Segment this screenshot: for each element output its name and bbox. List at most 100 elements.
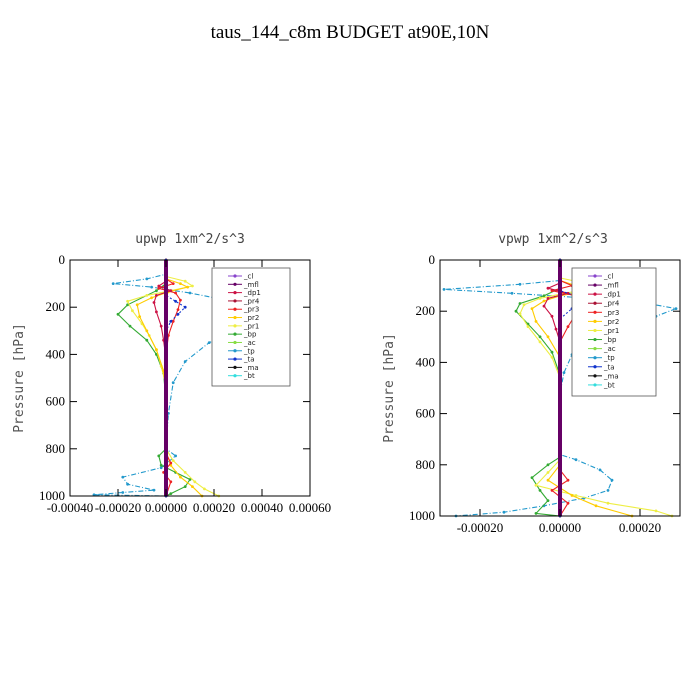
legend-box: [211, 267, 291, 387]
legend-marker: [233, 299, 237, 303]
series-point-pr1: [131, 309, 134, 313]
series-line-bp: [117, 260, 191, 497]
series-line-tp: [443, 260, 679, 517]
series-point-bp: [546, 499, 550, 502]
y-tick-label: 0: [429, 252, 436, 267]
series-point-bp: [550, 350, 554, 354]
panel-title: upwp 1xm^2/s^3: [135, 232, 245, 247]
series-point-dp1: [566, 291, 570, 295]
series-point-bp: [145, 338, 149, 342]
y-tick-label: 600: [46, 394, 66, 409]
series-point-tp: [183, 360, 187, 363]
legend: _cl_mfl_dp1_pr4_pr3_pr2_pr1_bp_ac_tp_ta_…: [571, 267, 657, 397]
series-point-pr3: [174, 291, 178, 295]
series-point-tp: [159, 466, 163, 470]
legend-entry: _tp: [243, 347, 255, 355]
series-point-tp: [574, 458, 578, 462]
series-point-pr2: [179, 475, 182, 479]
legend-entry: _bt: [603, 381, 615, 389]
series-point-pr3: [169, 480, 173, 484]
legend-entry: _ac: [243, 339, 256, 347]
series-point-pr2: [546, 478, 550, 482]
legend-marker: [233, 315, 237, 320]
series-point-bp: [159, 463, 163, 467]
legend-marker: [233, 332, 237, 336]
series-point-tp: [150, 285, 154, 289]
legend-marker: [233, 374, 237, 378]
series-point-tp: [502, 510, 506, 514]
series-point-pr1: [534, 483, 538, 487]
legend-marker: [593, 310, 597, 314]
x-tick-label: 0.00040: [241, 500, 283, 515]
series-point-dp1: [542, 304, 546, 308]
series-point-pr3: [566, 501, 570, 505]
y-tick-label: 200: [416, 303, 436, 318]
chart-panel-vpwp: vpwp 1xm^2/s^3 Pressure [hPa] 0 200 400 600 80…: [382, 232, 681, 535]
legend-marker: [593, 319, 597, 323]
series-point-tp: [152, 488, 156, 492]
series-point-bp: [169, 492, 173, 495]
legend-entry: _ta: [603, 363, 615, 371]
series-point-dp1: [550, 314, 554, 318]
series-point-pr1: [183, 471, 187, 474]
legend-entry: _pr1: [603, 327, 619, 335]
series-point-ta: [176, 312, 180, 316]
series-point-pr2: [534, 320, 538, 323]
series-point-tp: [121, 491, 125, 494]
series-point-pr1: [171, 459, 175, 462]
y-tick-label: 800: [46, 441, 66, 456]
series-point-pr1: [550, 355, 554, 359]
series-point-bp: [514, 309, 518, 313]
series-point-pr3: [169, 461, 173, 465]
series-line-bp: [515, 260, 561, 517]
y-tick-label: 1000: [39, 488, 65, 503]
legend-marker: [593, 337, 597, 342]
legend-entry: _mfl: [243, 281, 259, 289]
legend-entry: _pr4: [603, 300, 620, 308]
legend-marker: [233, 282, 237, 286]
series-point-tp: [174, 454, 178, 458]
series-point-pr1: [522, 303, 526, 307]
series-point-dp1: [169, 289, 173, 293]
series-point-dp1: [159, 324, 163, 328]
x-tick-label: 0.00020: [619, 520, 661, 535]
series-point-tp: [171, 381, 175, 385]
legend-entry: _pr4: [243, 297, 260, 305]
legend-marker: [593, 328, 597, 333]
legend-marker: [233, 349, 237, 353]
legend-entry: _cl: [243, 273, 253, 281]
series-point-dp1: [155, 294, 158, 297]
legend-marker: [593, 283, 597, 287]
series-point-dp1: [152, 301, 156, 304]
series-point-pr2: [542, 299, 546, 303]
series-point-bp: [546, 463, 550, 467]
series-point-pr3: [171, 320, 175, 323]
series-point-bp: [126, 303, 129, 307]
series-point-bp: [128, 324, 132, 328]
y-tick-label: 0: [59, 252, 66, 267]
series-point-pr3: [157, 286, 161, 290]
x-tick-label: 0.00020: [193, 500, 235, 515]
series-point-dp1: [157, 284, 161, 288]
legend-marker: [233, 340, 237, 345]
legend-marker: [593, 292, 597, 296]
legend-marker: [233, 274, 237, 278]
y-tick-label: 200: [46, 299, 66, 314]
series-point-tp: [510, 291, 514, 295]
series-point-tp: [121, 475, 125, 479]
legend-marker: [593, 374, 597, 378]
series-point-tp: [562, 371, 566, 374]
series-point-pr1: [191, 284, 194, 288]
y-axis-label: Pressure [hPa]: [12, 323, 27, 433]
series-point-bp: [542, 294, 546, 298]
x-tick-label: -0.00020: [95, 500, 142, 515]
series-point-dp1: [546, 286, 550, 290]
series-point-pr1: [538, 297, 542, 300]
series-point-pr3: [179, 298, 182, 302]
series-point-bp: [116, 312, 120, 316]
series-point-pr2: [150, 296, 154, 300]
series-point-tp: [111, 282, 115, 285]
series-point-pr1: [538, 340, 542, 344]
series-point-pr1: [126, 299, 129, 303]
